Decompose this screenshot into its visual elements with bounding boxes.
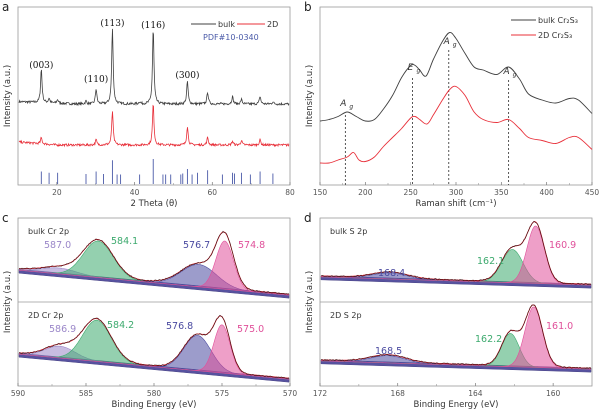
panel-a-ylabel: Intensity (a.u.) xyxy=(3,65,13,127)
panel-b-legend-bulk: bulk Cr₂S₃ xyxy=(538,16,578,25)
panel-b-raman: 150 200 250 300 350 400 450 Raman shift (cm⁻¹) I… xyxy=(305,6,600,209)
panel-c-subpanel-label: bulk Cr 2p xyxy=(28,227,69,236)
panel-b-mode-label: E xyxy=(408,63,414,73)
panel-d-xlabel: Binding Energy (eV) xyxy=(414,400,499,410)
panel-a-hkl-label: (113) xyxy=(100,18,124,29)
panel-d-subpanel-label: bulk S 2p xyxy=(330,227,367,236)
panel-c-peak-label: 586.9 xyxy=(49,324,76,335)
panel-d-peak-label: 160.9 xyxy=(549,240,576,251)
panel-c-xtick-label: 575 xyxy=(215,389,230,398)
panel-b-xtick-label: 350 xyxy=(494,188,509,197)
panel-letter-d: d xyxy=(304,211,312,225)
panel-c-raw-data xyxy=(18,314,290,379)
panel-d-ylabel: Intensity (a.u.) xyxy=(305,271,315,333)
panel-a-hkl-label: (110) xyxy=(84,74,108,85)
panel-d-peak-label: 162.2 xyxy=(475,334,502,345)
panel-b-xtick-label: 250 xyxy=(404,188,419,197)
panel-b-xtick-label: 400 xyxy=(540,188,555,197)
panel-a-xlabel: 2 Theta (θ) xyxy=(131,199,178,209)
panel-d-peak-label: 168.4 xyxy=(378,268,405,279)
panel-c-peak-label: 576.8 xyxy=(166,321,193,332)
panel-c-peak-label: 584.2 xyxy=(107,320,134,331)
panel-c-peak-label: 574.8 xyxy=(238,240,265,251)
panel-b-xtick-label: 150 xyxy=(313,188,328,197)
panel-c-xps-cr2p: 590 585 580 575 570 Binding Energy (eV) Intens… xyxy=(3,217,298,410)
panel-d-xtick-label: 168 xyxy=(391,389,406,398)
panel-a-legend-bulk: bulk xyxy=(218,20,235,29)
panel-c-component-575_0 xyxy=(18,324,290,380)
panel-c-raw-data xyxy=(18,230,290,295)
panel-d-peak-label: 161.0 xyxy=(546,321,573,332)
panel-b-legend-2d: 2D Cr₂S₃ xyxy=(538,31,572,40)
panel-letter-a: a xyxy=(2,0,9,14)
panel-d-peak-label: 168.5 xyxy=(375,346,402,357)
panel-d-xps-s2p: 172 168 164 160 Binding Energy (eV) Intensity… xyxy=(305,217,593,410)
panel-letter-c: c xyxy=(2,211,9,225)
panel-b-mode-label: A xyxy=(443,37,450,47)
panel-d-peak-label: 162.1 xyxy=(477,256,504,267)
panel-c-peak-label: 575.0 xyxy=(237,324,264,335)
panel-a-hkl-label: (300) xyxy=(175,70,199,81)
panel-b-mode-label: A xyxy=(339,99,346,109)
panel-b-xtick-label: 300 xyxy=(449,188,464,197)
panel-b-mode-subscript: g xyxy=(416,68,420,75)
panel-d-xtick-label: 172 xyxy=(313,389,328,398)
panel-c-peak-label: 587.0 xyxy=(44,240,71,251)
panel-c-xtick-label: 585 xyxy=(79,389,94,398)
panel-c-peak-label: 576.7 xyxy=(183,240,210,251)
panel-c-xtick-label: 570 xyxy=(283,389,298,398)
panel-c-xlabel: Binding Energy (eV) xyxy=(112,400,197,410)
panel-c-xtick-label: 580 xyxy=(147,389,162,398)
panel-b-xtick-label: 450 xyxy=(585,188,600,197)
panel-a-xtick-label: 60 xyxy=(208,188,218,197)
panel-b-mode-subscript: g xyxy=(453,42,457,49)
panel-c-component-574_8 xyxy=(18,240,290,296)
panel-a-hkl-label: (003) xyxy=(29,60,53,71)
panel-b-series-bulk xyxy=(319,32,593,122)
panel-a-xrd: 20 40 60 80 2 Theta (θ) Intensity (a.u.) (003)… xyxy=(3,6,295,209)
panel-a-series-2d xyxy=(18,104,290,148)
panel-d-xtick-label: 160 xyxy=(546,389,561,398)
panel-a-frame xyxy=(17,6,291,186)
panel-d-xtick-label: 164 xyxy=(468,389,483,398)
panel-d-raw-data xyxy=(320,304,592,369)
panel-c-peak-label: 584.1 xyxy=(111,236,138,247)
panel-b-xtick-label: 200 xyxy=(358,188,373,197)
panel-letter-b: b xyxy=(304,0,312,14)
panel-b-ylabel: Intensity (a.u.) xyxy=(305,65,315,127)
panel-a-series-bulk xyxy=(18,28,290,107)
panel-b-mode-subscript: g xyxy=(349,104,353,111)
panel-a-xtick-label: 20 xyxy=(52,188,62,197)
panel-b-series-2d xyxy=(319,85,593,164)
panel-b-mode-label: A xyxy=(503,67,510,77)
panel-c-ylabel: Intensity (a.u.) xyxy=(3,271,13,333)
panel-a-xtick-label: 80 xyxy=(285,188,295,197)
panel-b-mode-subscript: g xyxy=(513,72,517,79)
panel-a-xtick-label: 40 xyxy=(130,188,140,197)
panel-a-hkl-label: (116) xyxy=(141,20,165,31)
panel-b-xlabel: Raman shift (cm⁻¹) xyxy=(415,199,496,209)
panel-d-subpanel-label: 2D S 2p xyxy=(330,311,362,320)
panel-d-raw-data xyxy=(320,220,592,286)
panel-a-legend-2d: 2D xyxy=(267,20,278,29)
panel-c-xtick-label: 590 xyxy=(11,389,26,398)
panel-a-reference-label: PDF#10-0340 xyxy=(203,33,259,42)
panel-c-subpanel-label: 2D Cr 2p xyxy=(28,311,63,320)
